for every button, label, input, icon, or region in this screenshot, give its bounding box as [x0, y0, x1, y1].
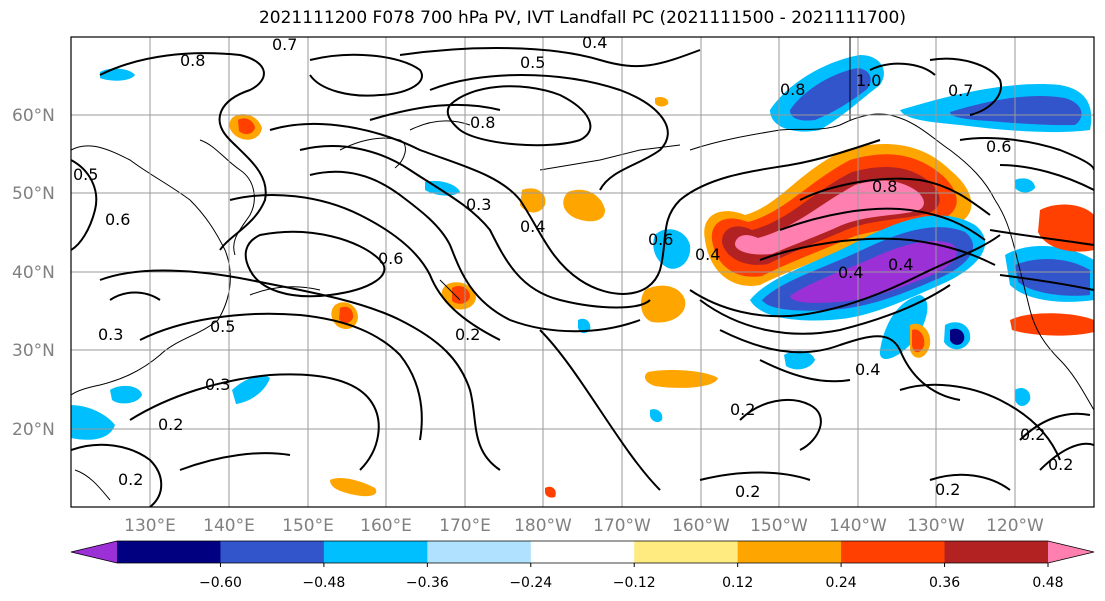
contour-label: 0.2 — [935, 480, 960, 499]
colorbar-tick-label: 0.24 — [826, 575, 857, 591]
contour-label: 0.2 — [735, 482, 760, 501]
latitude-labels: 60°N 50°N 40°N 30°N 20°N — [12, 106, 55, 440]
gridlines — [71, 37, 1094, 507]
colorbar-segment — [220, 541, 325, 563]
lon-label: 160°E — [360, 516, 412, 536]
contour-label: 0.2 — [455, 325, 480, 344]
contour-label: 0.3 — [98, 325, 123, 344]
contour-label: 0.7 — [272, 35, 297, 54]
colorbar-segment — [117, 541, 221, 563]
lat-label: 40°N — [12, 263, 55, 283]
contour-label: 0.2 — [1020, 425, 1045, 444]
contour-label: 0.8 — [780, 80, 805, 99]
map-title: 2021111200 F078 700 hPa PV, IVT Landfall… — [258, 8, 906, 28]
colorbar-tick-label: −0.48 — [302, 575, 345, 591]
colorbar-segment — [71, 541, 117, 563]
contour-label: 0.6 — [378, 249, 403, 268]
lon-label: 160°W — [672, 516, 730, 536]
contour-label: 0.4 — [582, 33, 607, 52]
contour-label: 0.3 — [205, 375, 230, 394]
contour-label: 0.2 — [1048, 455, 1073, 474]
lon-label: 130°W — [907, 516, 965, 536]
lon-label: 150°W — [750, 516, 808, 536]
lon-label: 180°W — [514, 516, 572, 536]
lat-label: 30°N — [12, 341, 55, 361]
lat-label: 20°N — [12, 420, 55, 440]
lat-label: 50°N — [12, 184, 55, 204]
contour-label: 0.8 — [872, 177, 897, 196]
contour-label: 0.5 — [73, 165, 98, 184]
colorbar-segment — [944, 541, 1049, 563]
longitude-labels: 130°E 140°E 150°E 160°E 170°E 180°W 170°… — [124, 516, 1044, 536]
colorbar — [70, 540, 1095, 564]
lon-label: 120°W — [986, 516, 1044, 536]
lon-label: 140°W — [829, 516, 887, 536]
colorbar-segment — [530, 541, 635, 563]
contour-label: 0.8 — [470, 113, 495, 132]
colorbar-tick-label: −0.60 — [199, 575, 242, 591]
colorbar-tick-label: 0.12 — [722, 575, 753, 591]
colorbar-segment — [841, 541, 946, 563]
contour-label: 0.3 — [466, 195, 491, 214]
contour-label: 0.6 — [648, 230, 673, 249]
contour-label: 0.2 — [118, 470, 143, 489]
lon-label: 130°E — [124, 516, 176, 536]
colorbar-tick-label: −0.12 — [613, 575, 656, 591]
contour-label: 0.7 — [948, 81, 973, 100]
lon-label: 170°E — [439, 516, 491, 536]
lat-label: 60°N — [12, 106, 55, 126]
lon-label: 150°E — [282, 516, 334, 536]
colorbar-outline — [70, 540, 1095, 564]
colorbar-tick-label: 0.48 — [1032, 575, 1063, 591]
lon-label: 140°E — [203, 516, 255, 536]
contour-label: 0.8 — [180, 51, 205, 70]
colorbar-tick-label: −0.24 — [509, 575, 552, 591]
contour-label: 0.4 — [520, 217, 545, 236]
colorbar-segment — [1048, 541, 1094, 563]
contour-label: 0.6 — [986, 137, 1011, 156]
contour-label: 0.4 — [888, 255, 913, 274]
contour-label: 0.4 — [695, 245, 720, 264]
colorbar-segment — [634, 541, 739, 563]
colorbar-tick-labels: −0.60 −0.48 −0.36 −0.24 −0.12 0.12 0.24 0.36 0.4… — [199, 563, 1064, 591]
contour-label: 0.6 — [105, 210, 130, 229]
contour-lines — [71, 47, 1094, 507]
contour-label: 0.4 — [855, 360, 880, 379]
contour-label: 0.4 — [838, 263, 863, 282]
lon-label: 170°W — [593, 516, 651, 536]
contour-labels: 0.8 0.7 0.4 0.5 0.8 1.0 0.7 0.8 0.6 0.5 … — [73, 33, 1073, 501]
colorbar-segment — [323, 541, 428, 563]
contour-label: 0.5 — [210, 317, 235, 336]
colorbar-tick-label: −0.36 — [406, 575, 449, 591]
contour-label: 1.0 — [856, 71, 881, 90]
contour-label: 0.2 — [158, 415, 183, 434]
colorbar-tick-label: 0.36 — [929, 575, 960, 591]
map-frame — [70, 36, 1095, 508]
colorbar-segment — [737, 541, 842, 563]
colorbar-segment — [427, 541, 532, 563]
contour-label: 0.5 — [520, 53, 545, 72]
contour-label: 0.2 — [730, 400, 755, 419]
map-layers: 0.8 0.7 0.4 0.5 0.8 1.0 0.7 0.8 0.6 0.5 … — [71, 33, 1094, 507]
